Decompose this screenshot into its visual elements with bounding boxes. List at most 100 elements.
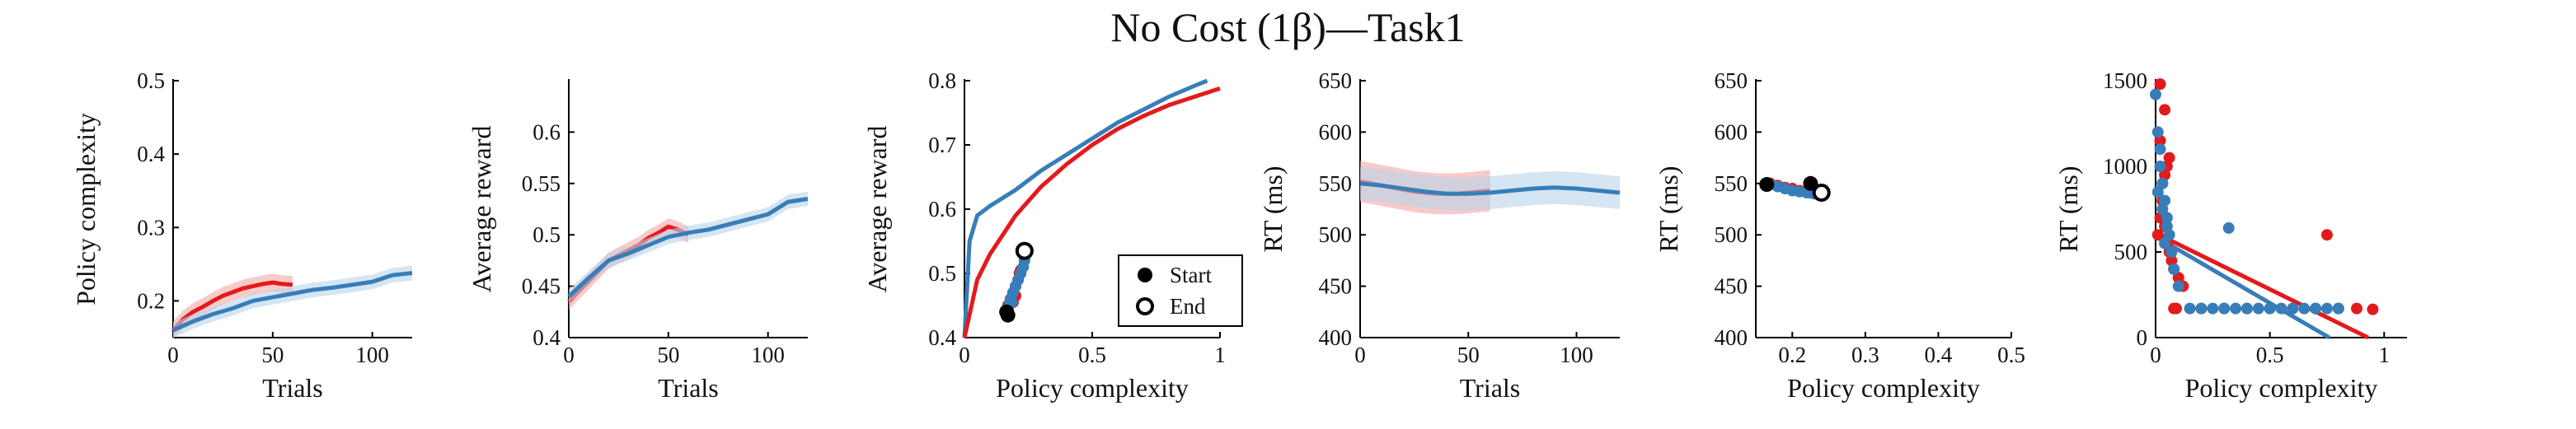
panel-4: 0 50 100 400 450 500 550 600 650 Trials RT (ms) [1258, 68, 1621, 403]
blue-data-point [2168, 263, 2180, 275]
y-tick-label: 0.4 [928, 325, 956, 350]
blue-curve [962, 78, 1208, 338]
red-series-line [171, 280, 293, 332]
y-tick-label: 0.3 [137, 215, 165, 240]
blue-error-band [1360, 166, 1620, 211]
y-axis-label: RT (ms) [1258, 166, 1288, 252]
red-curve [962, 86, 1221, 338]
x-tick-label: 0 [563, 343, 575, 367]
y-tick-label: 500 [2114, 240, 2148, 264]
blue-data-point [2150, 88, 2161, 100]
y-tick-label: 500 [1715, 222, 1748, 247]
blue-data-point [2287, 302, 2299, 315]
blue-data-point [2207, 302, 2219, 315]
panel-2: 0 50 100 0.4 0.45 0.5 0.55 0.6 Trials Average rew… [467, 79, 809, 403]
y-tick-label: 0.8 [928, 68, 956, 93]
legend-box [1118, 254, 1243, 327]
blue-data-point [2320, 302, 2333, 315]
y-tick-label: 650 [1715, 68, 1748, 93]
panel-5: 0.2 0.3 0.4 0.5 400 450 500 550 600 650 Policy com… [1654, 68, 2025, 403]
blue-data-point [2184, 302, 2196, 315]
y-axis-label: RT (ms) [1654, 166, 1683, 252]
x-tick-label: 0.5 [1078, 343, 1106, 367]
y-tick-label: 500 [1319, 222, 1353, 247]
y-tick-label: 550 [1319, 171, 1353, 196]
panel-3: 0 0.5 1 0.4 0.5 0.6 0.7 0.8 Policy complexity Ave… [862, 68, 1243, 403]
red-data-point [2351, 302, 2363, 315]
blue-data-point [2230, 302, 2242, 315]
legend-label: Start [1170, 263, 1212, 287]
y-tick-label: 400 [1715, 325, 1748, 350]
x-axis-label: Policy complexity [2185, 373, 2378, 403]
blue-data-point [2298, 302, 2311, 315]
y-tick-label: 0.4 [137, 142, 165, 166]
blue-data-point [2154, 161, 2166, 172]
blue-data-point [2222, 221, 2235, 234]
red-data-point [2367, 303, 2379, 315]
red-data-point [2154, 78, 2166, 91]
blue-data-point [2264, 302, 2276, 315]
blue-data-point [2156, 203, 2169, 215]
y-tick-label: 0.5 [137, 68, 165, 93]
blue-data-point [2275, 302, 2287, 315]
x-tick-label: 100 [751, 343, 785, 367]
y-tick-label: 0.7 [928, 133, 956, 157]
blue-fit-line [2154, 235, 2330, 340]
blue-data-point [2310, 302, 2322, 315]
blue-error-band [569, 191, 808, 304]
end-marker [1812, 184, 1831, 203]
x-tick-label: 0 [1354, 343, 1366, 367]
y-tick-label: 0.2 [137, 288, 165, 313]
x-tick-label: 0.2 [1778, 343, 1806, 367]
x-tick-label: 0.5 [2256, 343, 2284, 367]
blue-series-line [567, 197, 809, 298]
end-marker [1015, 241, 1034, 260]
y-tick-label: 600 [1319, 119, 1353, 144]
x-tick-label: 0 [167, 343, 179, 367]
blue-data-point [2161, 220, 2173, 232]
legend-start-marker [1138, 268, 1152, 282]
y-axis-label: RT (ms) [2053, 166, 2083, 252]
blue-series-line [1359, 181, 1621, 196]
blue-series-line [171, 271, 413, 333]
x-tick-label: 0.4 [1925, 343, 1953, 367]
red-data-point [2163, 152, 2175, 164]
blue-data-point [2172, 280, 2184, 292]
red-fit-line [2154, 231, 2369, 340]
x-tick-label: 0.3 [1851, 343, 1879, 367]
x-axis-label: Trials [1460, 373, 1521, 403]
y-tick-label: 1500 [2103, 68, 2147, 93]
start-marker [1759, 177, 1775, 193]
y-tick-label: 550 [1715, 171, 1748, 196]
blue-data-point [2154, 143, 2166, 156]
x-tick-label: 0 [959, 343, 970, 367]
y-tick-label: 600 [1715, 119, 1748, 144]
blue-data-point [2159, 237, 2171, 249]
y-axis-label: Average reward [862, 126, 892, 293]
start-marker [1000, 307, 1016, 323]
panel-6: 0 0.5 1 0 500 1000 1500 Policy complexity RT (ms… [2053, 68, 2407, 403]
y-tick-label: 0 [2137, 325, 2148, 350]
y-tick-label: 450 [1319, 274, 1353, 299]
x-tick-label: 50 [657, 343, 679, 367]
blue-data-point [2156, 177, 2169, 189]
x-tick-label: 0.5 [1997, 343, 2025, 367]
y-tick-label: 450 [1715, 274, 1748, 299]
y-tick-label: 0.6 [533, 119, 561, 144]
y-tick-label: 0.6 [928, 197, 956, 221]
x-axis-label: Trials [262, 373, 323, 403]
red-data-point [2151, 229, 2164, 241]
y-axis-label: Average reward [467, 126, 496, 293]
y-tick-label: 650 [1319, 68, 1353, 93]
blue-data-point [2195, 302, 2208, 315]
y-tick-label: 0.5 [928, 261, 956, 286]
blue-data-point [2218, 302, 2231, 315]
panel-1: 0 50 100 0.2 0.3 0.4 0.5 Trials Policy complexit… [71, 68, 413, 403]
blue-data-point [2151, 126, 2164, 138]
legend-label: End [1170, 294, 1206, 319]
x-tick-label: 1 [2379, 343, 2391, 367]
x-tick-label: 50 [1457, 343, 1480, 367]
x-tick-label: 50 [261, 343, 284, 367]
start-marker [1803, 175, 1818, 191]
